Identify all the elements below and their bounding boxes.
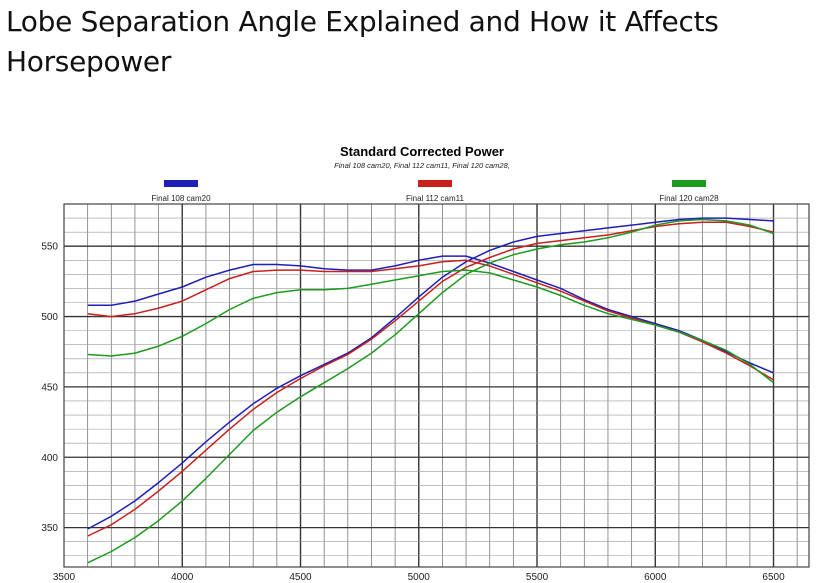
legend-label-1: Final 108 cam20: [151, 194, 211, 203]
series-line-power-1: [87, 217, 774, 530]
series-line-power-2: [87, 221, 774, 537]
legend-label-3: Final 120 cam28: [659, 194, 719, 203]
article-title: Lobe Separation Angle Explained and How …: [6, 5, 719, 78]
x-tick-label-4000: 4000: [171, 572, 194, 583]
legend-swatch-3: [672, 180, 706, 187]
series-line-power-3: [87, 218, 774, 564]
x-tick-label-4500: 4500: [289, 572, 312, 583]
y-tick-label-500: 500: [41, 312, 58, 323]
y-tick-label-450: 450: [41, 382, 58, 393]
series-line-torque-1: [87, 255, 774, 374]
y-tick-label-550: 550: [41, 242, 58, 253]
x-tick-label-5000: 5000: [408, 572, 431, 583]
x-tick-label-5500: 5500: [526, 572, 549, 583]
x-tick-label-3500: 3500: [53, 572, 76, 583]
chart-title: Standard Corrected Power: [340, 144, 504, 159]
chart-subtitle: Final 108 cam20, Final 112 cam11, Final …: [334, 161, 510, 170]
series-line-torque-3: [87, 269, 774, 384]
legend-label-2: Final 112 cam11: [406, 194, 465, 203]
x-tick-label-6000: 6000: [644, 572, 667, 583]
plot-frame: [63, 203, 810, 568]
plot-background: [64, 204, 809, 567]
y-tick-label-400: 400: [41, 453, 58, 464]
legend-swatch-2: [418, 180, 452, 187]
x-tick-label-6500: 6500: [762, 572, 785, 583]
legend-swatch-1: [164, 180, 198, 187]
y-tick-label-350: 350: [41, 523, 58, 534]
